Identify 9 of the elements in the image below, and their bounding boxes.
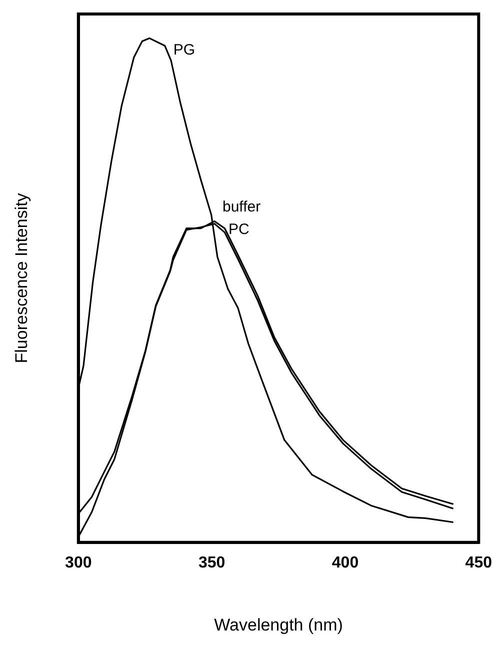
x-tick-label: 350 bbox=[198, 554, 226, 572]
y-axis-title: Fluorescence Intensity bbox=[12, 192, 31, 364]
x-tick-label: 450 bbox=[465, 554, 492, 572]
x-tick-label: 400 bbox=[332, 554, 359, 572]
x-tick-label: 300 bbox=[65, 554, 92, 572]
series-label: buffer bbox=[222, 198, 261, 216]
series-label: PC bbox=[228, 220, 250, 238]
series-label: PG bbox=[173, 41, 196, 58]
x-axis-title: Wavelength (nm) bbox=[214, 615, 343, 634]
